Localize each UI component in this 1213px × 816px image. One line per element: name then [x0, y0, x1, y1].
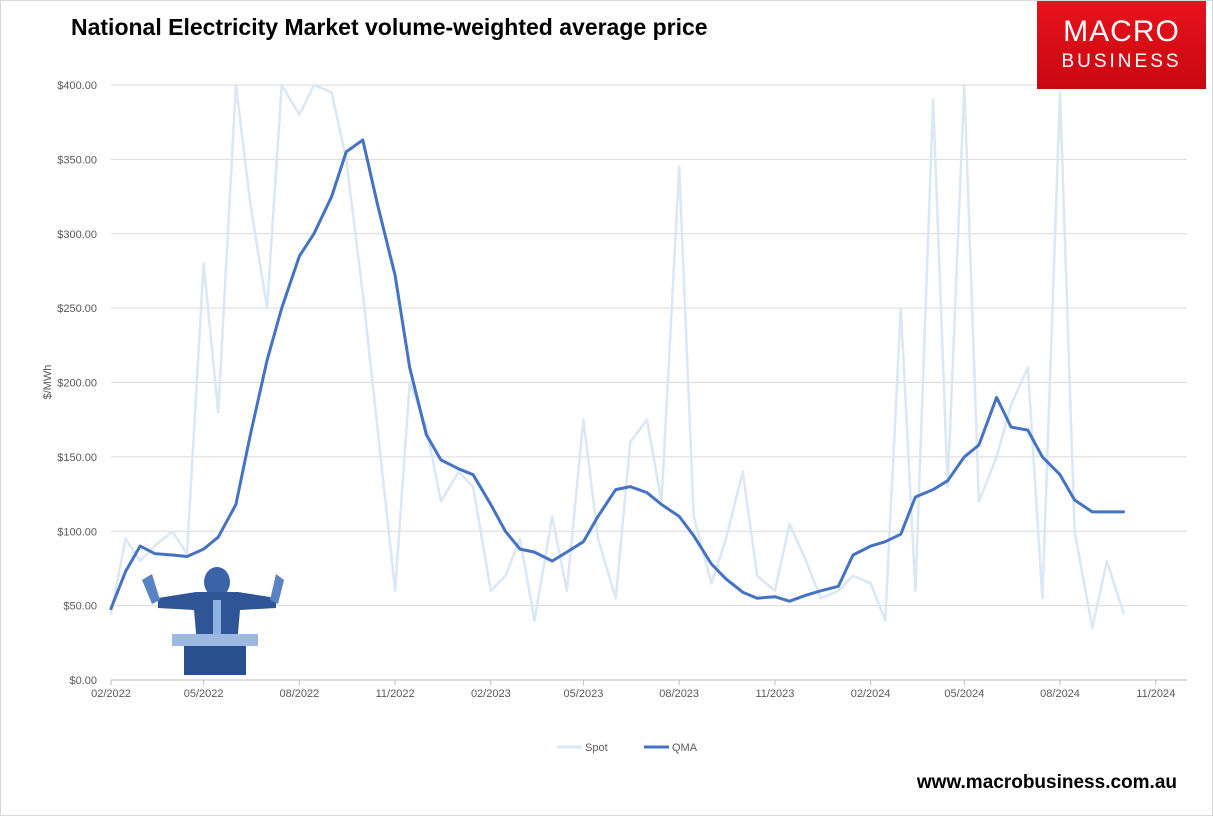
legend-label-qma: QMA — [672, 742, 698, 754]
x-tick-label: 08/2022 — [279, 688, 319, 700]
x-tick-label: 05/2022 — [184, 688, 224, 700]
y-tick-label: $250.00 — [57, 303, 97, 315]
y-tick-label: $0.00 — [69, 675, 97, 687]
x-axis — [110, 679, 1187, 685]
series-line-spot — [109, 83, 1125, 630]
logo-line-macro: MACRO — [1063, 15, 1180, 48]
photo-podium-body — [184, 646, 246, 675]
x-tick-label: 05/2024 — [944, 688, 984, 700]
y-tick-label: $50.00 — [63, 601, 97, 613]
y-axis-label: $/MWh — [42, 365, 54, 400]
gridlines — [111, 84, 1187, 607]
x-tick-label: 02/2022 — [91, 688, 131, 700]
x-tick-label: 02/2023 — [471, 688, 511, 700]
photo-podium-top — [172, 634, 258, 646]
y-tick-label: $150.00 — [57, 452, 97, 464]
legend: Spot QMA — [557, 742, 698, 754]
x-tick-label: 05/2023 — [564, 688, 604, 700]
politician-at-podium-photo — [142, 567, 284, 675]
y-tick-label: $200.00 — [57, 378, 97, 390]
x-tick-label: 08/2023 — [659, 688, 699, 700]
logo-line-business: BUSINESS — [1061, 51, 1182, 72]
y-tick-label: $400.00 — [57, 80, 97, 92]
y-tick-label: $300.00 — [57, 229, 97, 241]
photo-right-hand — [270, 574, 284, 604]
x-tick-label: 11/2024 — [1136, 688, 1175, 700]
photo-head — [204, 567, 230, 597]
x-tick-label: 11/2022 — [376, 688, 415, 700]
legend-label-spot: Spot — [585, 742, 608, 754]
photo-left-hand — [142, 574, 160, 604]
x-tick-label: 02/2024 — [851, 688, 891, 700]
series-layer — [109, 83, 1125, 630]
x-axis-tick-labels: 02/2022 05/2022 08/2022 11/2022 02/2023 05/20… — [91, 688, 1175, 700]
y-axis-tick-labels: $0.00 $50.00 $100.00 $150.00 $200.00 $250.00 $… — [57, 80, 97, 687]
chart-title: National Electricity Market volume-weigh… — [71, 14, 708, 40]
y-tick-label: $350.00 — [57, 154, 97, 166]
x-tick-label: 08/2024 — [1040, 688, 1080, 700]
y-tick-label: $100.00 — [57, 526, 97, 538]
macrobusiness-logo[interactable]: MACRO BUSINESS — [1037, 1, 1206, 89]
website-url-link[interactable]: www.macrobusiness.com.au — [916, 772, 1177, 793]
photo-shirt — [213, 600, 221, 640]
series-line-qma — [109, 138, 1125, 611]
x-tick-label: 11/2023 — [755, 688, 794, 700]
